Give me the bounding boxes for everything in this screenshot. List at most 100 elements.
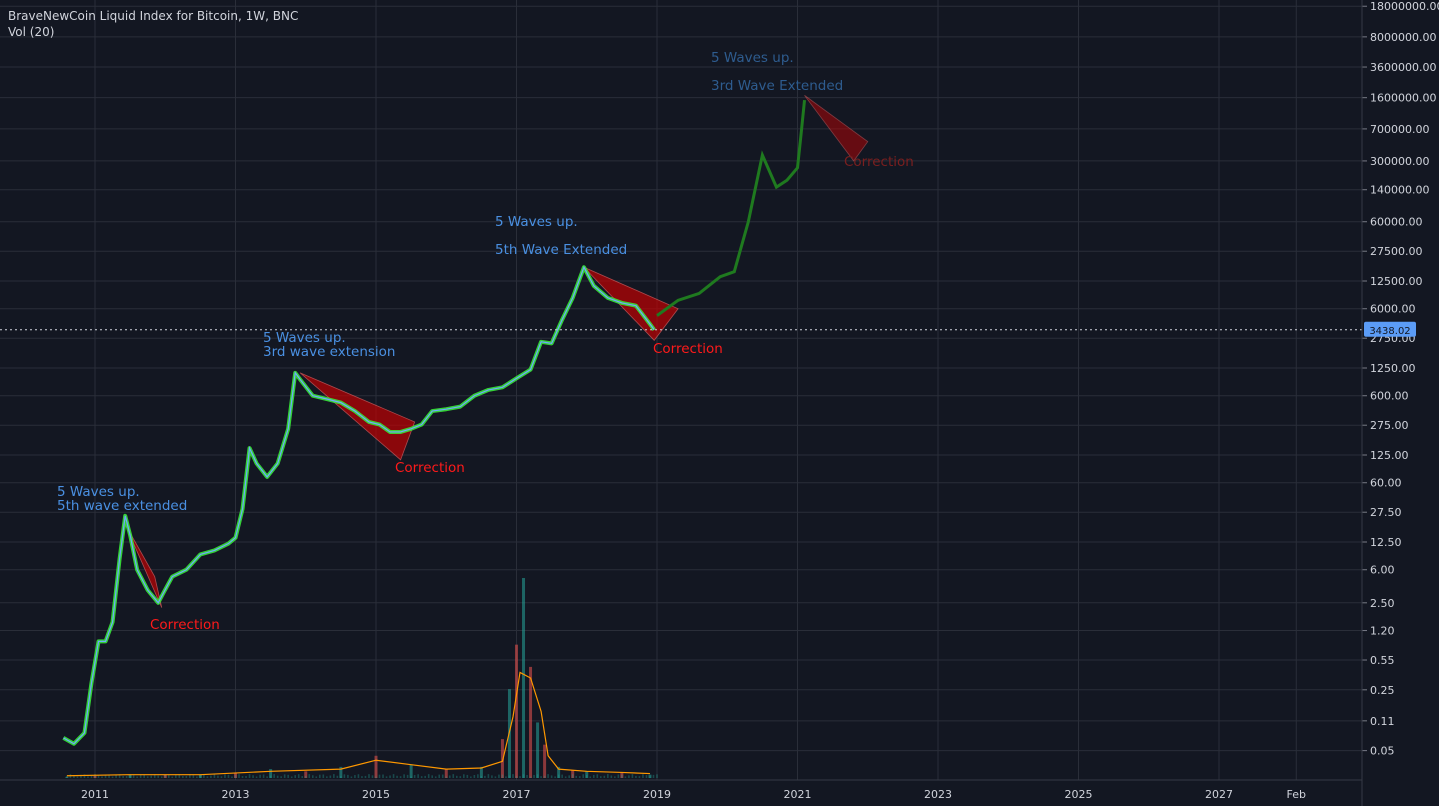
volume-bar — [315, 776, 318, 778]
volume-ma-line — [66, 671, 650, 777]
volume-bar — [66, 776, 68, 778]
volume-bar — [498, 774, 500, 778]
volume-bar — [438, 774, 441, 778]
volume-bar — [129, 774, 131, 778]
volume-bar — [648, 774, 652, 778]
volume-bar — [417, 774, 419, 778]
price-tick-label: 0.11 — [1370, 715, 1395, 728]
current-price-label: 3438.02 — [1369, 326, 1410, 337]
price-tick-label: 1.20 — [1370, 625, 1395, 638]
volume-bar — [224, 774, 226, 778]
price-tick-label: 0.55 — [1370, 654, 1395, 667]
volume-bar — [614, 776, 616, 778]
price-axis[interactable]: 18000000.00 8000000.00 3600000.00 1600000.0… — [1361, 0, 1439, 806]
volume-bar — [505, 776, 507, 778]
volume-bar — [500, 739, 504, 778]
time-tick-label: 2025 — [1065, 788, 1093, 801]
volume-indicator-label[interactable]: Vol (20) — [8, 25, 55, 39]
volume-bar — [519, 776, 521, 778]
price-tick-label: 18000000.00 — [1370, 0, 1439, 13]
volume-bar — [600, 776, 602, 778]
volume-bar — [357, 774, 360, 778]
volume-bar — [93, 775, 97, 778]
volume-bar — [582, 774, 585, 778]
volume-pane — [65, 578, 658, 778]
volume-bar — [645, 775, 648, 778]
volume-bar — [589, 776, 592, 778]
volume-bar — [333, 774, 335, 778]
volume-bar — [371, 775, 374, 778]
price-tick-label: 0.25 — [1370, 684, 1395, 697]
volume-bar — [336, 775, 339, 778]
current-price-tag — [1364, 321, 1416, 337]
price-tick-label: 60.00 — [1370, 477, 1402, 490]
volume-bar — [65, 776, 69, 778]
volume-bar — [283, 774, 286, 778]
volume-bar — [259, 774, 261, 778]
annotation-text: 5th Wave Extended — [495, 242, 627, 258]
volume-bar — [409, 764, 413, 778]
volume-bar — [592, 774, 595, 778]
volume-bar — [533, 774, 535, 778]
price-tick-label: 275.00 — [1370, 419, 1409, 432]
volume-bar — [459, 776, 462, 778]
correction-triangle — [299, 372, 416, 461]
volume-bar — [540, 776, 542, 778]
symbol-title[interactable]: BraveNewCoin Liquid Index for Bitcoin, 1… — [8, 9, 299, 23]
price-tick-label: 27500.00 — [1370, 245, 1423, 258]
volume-bar — [220, 776, 223, 778]
volume-bar — [529, 666, 533, 778]
annotation-text: 5 Waves up. — [263, 330, 346, 346]
volume-bar — [396, 775, 398, 778]
correction-triangle — [804, 95, 869, 162]
price-tick-label: 12.50 — [1370, 536, 1402, 549]
volume-bar — [255, 776, 258, 778]
volume-bar — [392, 774, 395, 778]
volume-bar — [326, 776, 328, 778]
volume-bar — [178, 774, 181, 778]
time-tick-label: Feb — [1287, 788, 1306, 801]
volume-bar — [143, 774, 145, 778]
volume-bar — [297, 774, 300, 778]
volume-bar — [427, 774, 430, 778]
volume-bar — [340, 776, 342, 778]
volume-bar — [547, 774, 549, 778]
price-tick-label: 60000.00 — [1370, 216, 1423, 229]
volume-bar — [174, 775, 177, 778]
volume-bar — [385, 776, 388, 778]
volume-bar — [280, 776, 282, 778]
volume-bar — [364, 775, 367, 778]
price-tick-label: 300000.00 — [1370, 155, 1430, 168]
volume-bar — [164, 774, 167, 778]
volume-bar — [206, 776, 209, 778]
time-axis[interactable]: 2011 2013 2015 2017 2019 2021 2023 2025 2027 Feb — [0, 779, 1362, 801]
volume-bar — [171, 776, 174, 778]
volume-bar — [649, 776, 651, 778]
volume-bar — [231, 776, 233, 778]
volume-bar — [290, 776, 293, 778]
volume-bar — [526, 774, 528, 778]
volume-bar — [491, 775, 493, 778]
volume-bar — [73, 775, 75, 778]
volume-bar — [607, 774, 609, 778]
volume-bar — [512, 774, 514, 778]
volume-bar — [301, 776, 304, 778]
volume-bar — [146, 776, 149, 778]
volume-bar — [561, 774, 563, 778]
annotation-text: Correction — [844, 154, 914, 170]
volume-bar — [484, 775, 486, 778]
volume-bar — [479, 766, 483, 778]
price-tick-label: 2.50 — [1370, 597, 1395, 610]
volume-bar — [470, 776, 472, 778]
volume-bar — [94, 774, 96, 778]
time-tick-label: 2027 — [1205, 788, 1233, 801]
volume-bar — [343, 774, 346, 778]
volume-bar — [308, 774, 311, 778]
volume-bar — [656, 774, 658, 778]
volume-bar — [203, 774, 205, 778]
volume-bar — [76, 776, 79, 778]
volume-bar — [536, 774, 539, 778]
volume-bar — [515, 775, 518, 778]
